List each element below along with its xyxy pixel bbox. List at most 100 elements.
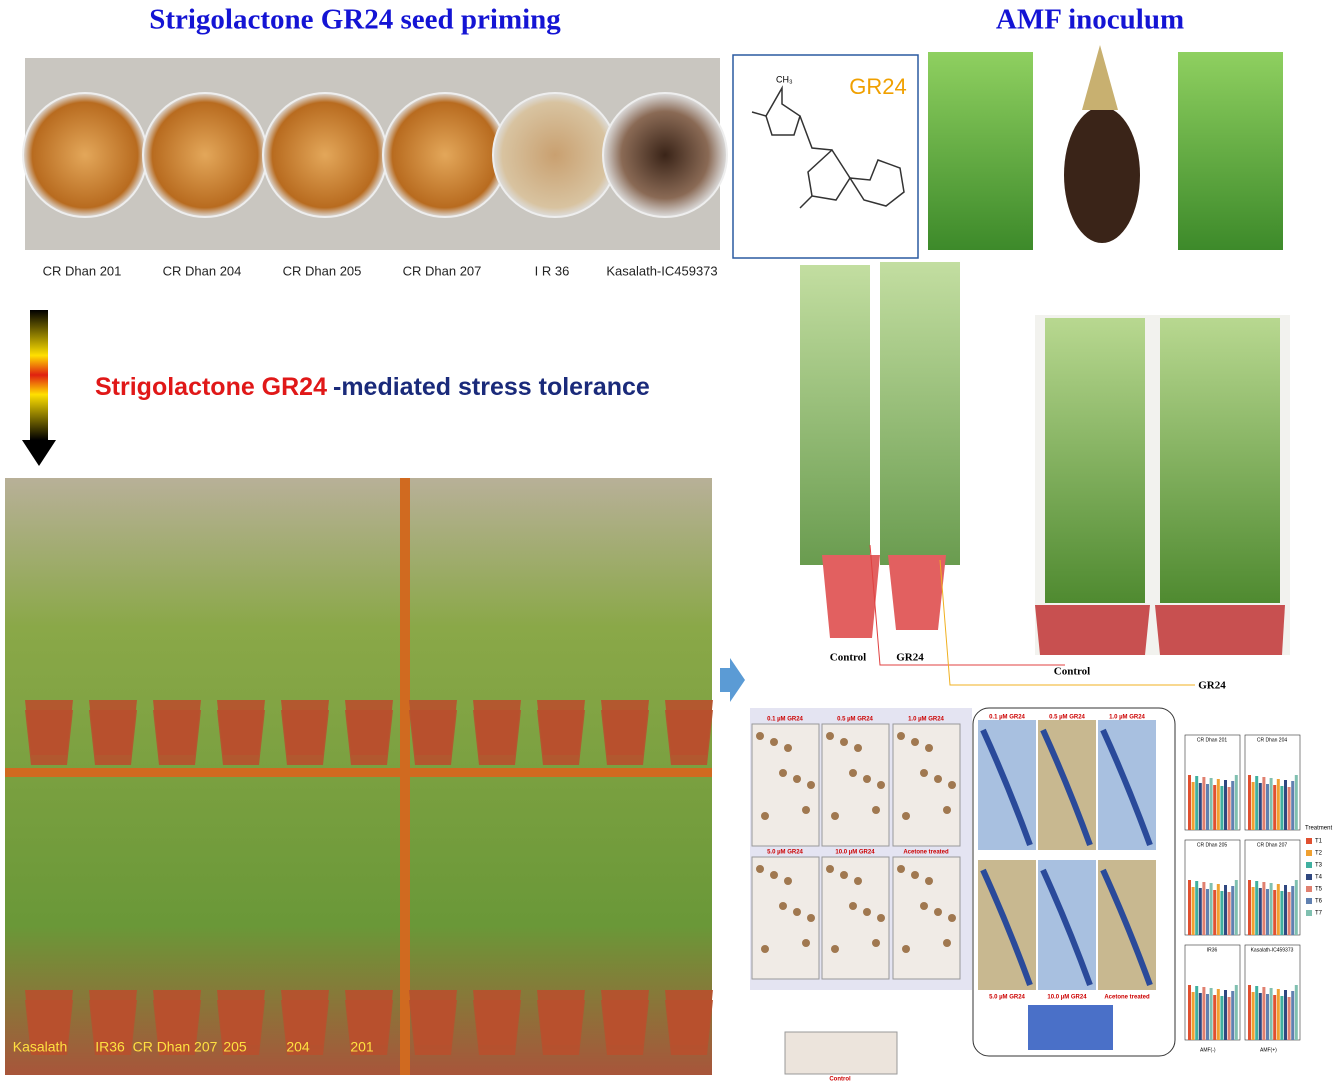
link-line [939, 559, 1195, 686]
pot [665, 710, 713, 765]
pot [888, 555, 946, 630]
spore-label: 1.0 µM GR24 [908, 717, 944, 723]
bar-thumb [1273, 890, 1277, 935]
bar-thumb [1231, 991, 1235, 1040]
pot [665, 1000, 713, 1055]
spore [897, 732, 905, 740]
panel-title: IR36 [1207, 947, 1218, 953]
hypha [1100, 868, 1153, 987]
spore-label: 10.0 µM GR24 [835, 850, 875, 856]
spore [840, 738, 848, 746]
legend-label: T2 [1315, 851, 1323, 857]
bar-thumb [1227, 787, 1231, 830]
bar-thumb [1206, 889, 1209, 935]
bar-thumb [1269, 778, 1273, 830]
panel-title: CR Dhan 205 [1197, 842, 1228, 848]
bar-thumb [1294, 775, 1298, 830]
petri-dish [492, 92, 618, 218]
bar-thumb [1216, 779, 1220, 830]
spore [826, 732, 834, 740]
panel-title: CR Dhan 204 [1257, 737, 1288, 743]
hypha [980, 728, 1033, 847]
bar-thumb [1287, 997, 1291, 1040]
legend-label: T3 [1315, 863, 1323, 869]
seed-label: Kasalath-IC459373 [606, 263, 717, 278]
spore-label: 5.0 µM GR24 [767, 850, 803, 856]
bar-thumb [1294, 985, 1298, 1040]
bar-thumb [1195, 986, 1199, 1040]
legend-label: T5 [1315, 887, 1323, 893]
bar-thumb [1209, 988, 1213, 1040]
spore [854, 877, 862, 885]
spore-label: Control [829, 1077, 851, 1083]
bar-thumb [1255, 776, 1259, 830]
spore [948, 914, 956, 922]
stress-part: Strigolactone GR24 [95, 373, 327, 401]
spore [849, 902, 857, 910]
bar-thumb [1206, 994, 1209, 1040]
bar-thumb [1291, 991, 1295, 1040]
pot-label: Control [830, 652, 866, 664]
pot [25, 710, 73, 765]
spore [877, 781, 885, 789]
spore [831, 945, 839, 953]
pot [345, 710, 393, 765]
spore [943, 939, 951, 947]
spore [872, 806, 880, 814]
legend-title: Treatment [1305, 826, 1332, 832]
bar-thumb [1198, 783, 1202, 830]
spore-label: Acetone treated [903, 850, 949, 856]
bar-thumb [1273, 785, 1277, 830]
bar-thumb [1209, 778, 1213, 830]
hypha [1040, 868, 1093, 987]
stress-part: -mediated stress tolerance [333, 373, 650, 401]
spore [807, 781, 815, 789]
spore [793, 908, 801, 916]
spore [920, 769, 928, 777]
bar-thumb [1284, 780, 1287, 830]
plant [1045, 318, 1145, 603]
field-label: 205 [223, 1039, 247, 1055]
spore [761, 945, 769, 953]
spore [911, 738, 919, 746]
bar-thumb [1224, 780, 1227, 830]
bar-thumb [1255, 986, 1259, 1040]
pot [89, 1000, 137, 1055]
amf-photo [1178, 52, 1283, 250]
bar-thumb [1262, 777, 1266, 830]
seed-label: CR Dhan 205 [283, 263, 362, 278]
bar-thumb [1258, 783, 1262, 830]
legend-swatch [1306, 850, 1312, 856]
pot [409, 1000, 457, 1055]
spore [784, 744, 792, 752]
pot [473, 710, 521, 765]
flow-arrow [720, 658, 745, 702]
spore [902, 945, 910, 953]
pot [281, 710, 329, 765]
hypha [1100, 728, 1153, 847]
bar-thumb [1188, 985, 1191, 1040]
pot [89, 710, 137, 765]
bar-thumb [1191, 992, 1195, 1040]
spore [863, 908, 871, 916]
spore [948, 781, 956, 789]
pot-label: GR24 [896, 652, 924, 664]
pot-label: Control [1054, 666, 1090, 678]
legend-label: T4 [1315, 875, 1323, 881]
seed-label: CR Dhan 201 [43, 263, 122, 278]
field-label: IR36 [95, 1039, 125, 1055]
root-label: Acetone treated [1104, 995, 1150, 1001]
root-label: 1.0 µM GR24 [1109, 715, 1145, 721]
legend-swatch [1306, 862, 1312, 868]
spore [802, 939, 810, 947]
spore [793, 775, 801, 783]
bar-thumb [1248, 985, 1251, 1040]
plant [1160, 318, 1280, 603]
spore [934, 908, 942, 916]
bar-thumb [1262, 987, 1266, 1040]
spore [756, 732, 764, 740]
pot [153, 1000, 201, 1055]
bar-thumb [1231, 781, 1235, 830]
pot [1035, 605, 1150, 655]
bar-thumb [1216, 884, 1220, 935]
